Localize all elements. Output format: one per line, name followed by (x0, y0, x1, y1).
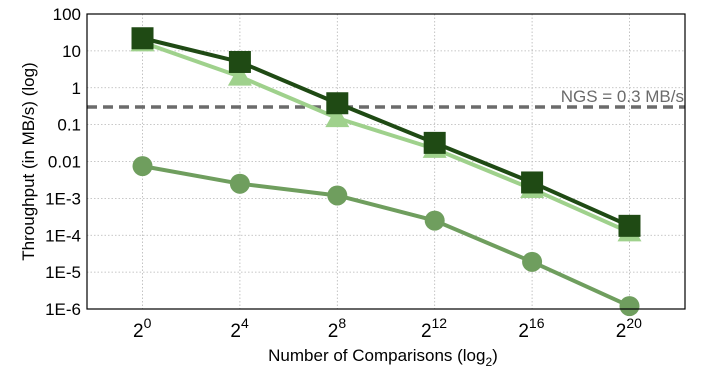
reference-line-group: NGS = 0.3 MB/s (87, 87, 685, 109)
x-tick-label: 20 (133, 315, 152, 342)
x-tick-base: 2 (616, 321, 627, 342)
y-tick-label: 0.1 (57, 116, 81, 135)
x-tick-label: 24 (230, 315, 249, 342)
data-point-circle (132, 156, 153, 177)
x-tick-label: 220 (616, 315, 642, 342)
series-line-circle (142, 164, 631, 308)
x-axis-title: Number of Comparisons (log2) (268, 346, 498, 369)
data-point-circle (327, 185, 348, 206)
y-tick-label: 1E-3 (45, 189, 81, 208)
x-tick-exponent: 12 (432, 315, 448, 331)
ngs-reference-label: NGS = 0.3 MB/s (561, 87, 684, 106)
y-tick-label: 1 (72, 79, 81, 98)
data-point-square (521, 171, 544, 194)
x-axis-title-sub: 2 (485, 355, 492, 369)
x-tick-base: 2 (133, 321, 144, 342)
x-tick-base: 2 (421, 321, 432, 342)
y-tick-label: 0.01 (48, 153, 81, 172)
x-tick-label: 28 (328, 315, 347, 342)
x-tick-exponent: 0 (144, 315, 152, 331)
x-axis-title-close: ) (492, 346, 498, 365)
data-point-square (618, 214, 641, 237)
x-tick-base: 2 (518, 321, 529, 342)
y-tick-label: 10 (62, 42, 81, 61)
grid (87, 14, 685, 309)
data-point-square (131, 27, 154, 50)
plot-frame (86, 13, 686, 310)
x-tick-base: 2 (328, 321, 339, 342)
data-point-square (326, 92, 349, 115)
x-tick-exponent: 20 (626, 315, 642, 331)
data-point-circle (619, 296, 640, 317)
x-tick-exponent: 16 (529, 315, 545, 331)
x-tick-label: 212 (421, 315, 447, 342)
x-tick-exponent: 4 (241, 315, 249, 331)
data-point-circle (424, 210, 445, 231)
y-tick-label: 100 (53, 5, 81, 24)
y-tick-label: 1E-4 (45, 226, 81, 245)
x-axis-title-main: Number of Comparisons (log (268, 346, 485, 365)
data-point-triangle (227, 64, 252, 86)
data-point-triangle (325, 106, 350, 128)
data-point-square (423, 131, 446, 154)
data-point-circle (522, 251, 543, 272)
series-line-triangle (141, 40, 631, 235)
y-tick-label: 1E-6 (45, 300, 81, 319)
series-line-square (142, 36, 631, 228)
x-tick-base: 2 (230, 321, 241, 342)
y-axis-title: Throughput (in MB/s) (log) (19, 62, 38, 260)
data-point-square (228, 50, 251, 73)
x-tick-label: 216 (518, 315, 544, 342)
data-point-circle (229, 173, 250, 194)
series-group (130, 27, 642, 317)
y-tick-label: 1E-5 (45, 263, 81, 282)
x-tick-exponent: 8 (338, 315, 346, 331)
